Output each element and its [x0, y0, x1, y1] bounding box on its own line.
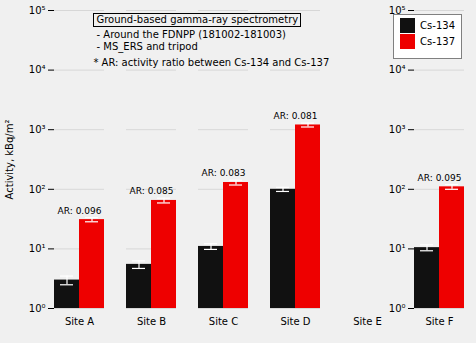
html-text:- MS_ERS and tripod: - MS_ERS and tripod: [93, 41, 198, 52]
html-text:Cs-134: Cs-134: [420, 20, 455, 31]
svg-text:Site A: Site A: [65, 316, 94, 327]
svg-text:10⁵: 10⁵: [388, 4, 406, 16]
svg-text:Site D: Site D: [280, 316, 310, 327]
html-text:- Around the FDNPP (181002-181: - Around the FDNPP (181002-181003): [93, 29, 286, 40]
svg-text:AR: 0.081: AR: 0.081: [274, 111, 318, 121]
svg-text:Site C: Site C: [209, 316, 238, 327]
svg-text:Site F: Site F: [425, 316, 453, 327]
svg-text:Site B: Site B: [137, 316, 166, 327]
svg-text:AR: 0.083: AR: 0.083: [202, 168, 246, 178]
html-text:Cs-137: Cs-137: [420, 36, 455, 47]
svg-text:10²: 10²: [29, 184, 46, 195]
svg-text:10⁴: 10⁴: [29, 64, 46, 75]
svg-text:10³: 10³: [389, 124, 406, 135]
svg-text:10²: 10²: [389, 184, 406, 195]
svg-text:10⁰: 10⁰: [389, 303, 406, 314]
svg-text:10³: 10³: [29, 124, 46, 135]
svg-text:AR: 0.096: AR: 0.096: [58, 206, 102, 216]
svg-text:10⁴: 10⁴: [389, 64, 406, 75]
svg-text:Activity, kBq/m²: Activity, kBq/m²: [4, 120, 15, 200]
svg-text:AR: 0.095: AR: 0.095: [418, 173, 462, 183]
svg-text:10¹: 10¹: [389, 243, 406, 254]
svg-text:Site E: Site E: [353, 316, 382, 327]
svg-text:10⁵: 10⁵: [29, 5, 46, 16]
html-text:Ground-based gamma-ray spectro: Ground-based gamma-ray spectrometry: [96, 14, 299, 25]
svg-text:10¹: 10¹: [29, 243, 46, 254]
html-text:* AR: activity ratio between C: * AR: activity ratio between Cs-134 and …: [93, 57, 330, 68]
svg-text:10⁰: 10⁰: [29, 303, 46, 314]
svg-text:AR: 0.085: AR: 0.085: [130, 186, 174, 196]
